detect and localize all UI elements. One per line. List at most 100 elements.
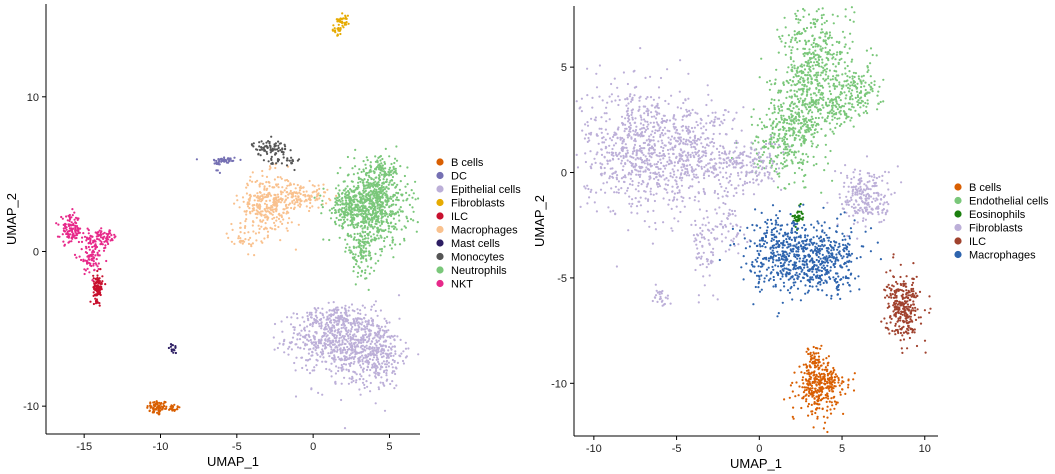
data-point	[380, 222, 383, 225]
data-point	[782, 153, 785, 156]
data-point	[348, 314, 351, 317]
data-point	[803, 120, 806, 123]
data-point	[780, 105, 783, 108]
data-point	[368, 337, 371, 341]
data-point	[223, 156, 226, 159]
data-point	[660, 161, 663, 165]
data-point	[827, 397, 830, 400]
data-point	[290, 348, 293, 351]
data-point	[379, 168, 382, 171]
y-tick-label: 0	[33, 246, 39, 258]
data-point	[102, 249, 106, 252]
data-point	[337, 315, 340, 318]
data-point	[794, 39, 797, 42]
data-point	[289, 149, 292, 152]
data-point	[354, 355, 357, 358]
data-point	[343, 335, 346, 338]
data-point	[821, 92, 825, 95]
data-point	[828, 85, 831, 88]
data-point	[337, 366, 340, 369]
data-point	[396, 183, 399, 186]
data-point	[328, 209, 331, 212]
data-point	[805, 365, 809, 368]
data-point	[806, 88, 809, 91]
data-point	[812, 67, 815, 70]
data-point	[771, 127, 774, 131]
data-point	[805, 26, 809, 30]
data-point	[316, 189, 319, 192]
data-point	[807, 402, 811, 406]
data-point	[379, 224, 382, 227]
data-point	[70, 216, 73, 219]
data-point	[831, 43, 834, 47]
data-point	[581, 129, 584, 132]
data-point	[292, 207, 296, 211]
data-point	[857, 75, 860, 78]
data-point	[392, 166, 395, 169]
data-point	[266, 152, 269, 155]
data-point	[791, 36, 794, 39]
data-point	[354, 335, 358, 338]
data-point	[102, 232, 105, 235]
data-point	[778, 121, 782, 124]
data-point	[83, 272, 86, 276]
data-point	[317, 391, 320, 394]
data-point	[397, 211, 400, 214]
series-fibroblasts	[331, 12, 350, 37]
data-point	[851, 84, 854, 87]
data-point	[293, 203, 296, 206]
data-point	[71, 236, 74, 239]
data-point	[98, 281, 101, 284]
data-point	[794, 395, 797, 398]
data-point	[350, 216, 353, 219]
data-point	[341, 339, 344, 342]
data-point	[239, 237, 242, 240]
legend-label: Epithelial cells	[451, 184, 521, 196]
data-point	[829, 92, 833, 96]
data-point	[799, 97, 802, 100]
data-point	[381, 194, 384, 197]
data-point	[282, 218, 285, 221]
data-point	[617, 95, 620, 98]
data-point	[593, 201, 596, 204]
data-point	[252, 207, 255, 210]
data-point	[830, 376, 834, 379]
data-point	[384, 214, 387, 217]
data-point	[249, 212, 252, 215]
data-point	[820, 393, 823, 396]
data-point	[792, 76, 795, 79]
data-point	[215, 169, 218, 172]
data-point	[761, 127, 764, 130]
data-point	[258, 148, 262, 152]
data-point	[782, 114, 785, 117]
data-point	[631, 202, 634, 205]
data-point	[277, 195, 280, 199]
data-point	[67, 223, 70, 226]
data-point	[293, 328, 296, 331]
data-point	[656, 185, 660, 188]
data-point	[378, 363, 381, 366]
data-point	[802, 47, 805, 50]
data-point	[347, 224, 350, 227]
data-point	[850, 81, 853, 84]
data-point	[783, 45, 787, 48]
data-point	[809, 352, 812, 356]
data-point	[346, 14, 349, 17]
data-point	[295, 343, 298, 346]
data-point	[399, 206, 402, 209]
data-point	[96, 287, 99, 290]
data-point	[344, 238, 347, 241]
data-point	[104, 244, 107, 247]
data-point	[831, 13, 834, 16]
data-point	[814, 116, 818, 120]
data-point	[242, 239, 245, 242]
data-point	[820, 344, 823, 347]
data-point	[388, 155, 391, 158]
data-point	[818, 390, 821, 393]
data-point	[275, 216, 278, 219]
data-point	[608, 95, 611, 98]
data-point	[63, 230, 66, 233]
data-point	[363, 306, 366, 309]
data-point	[277, 144, 280, 147]
data-point	[374, 372, 377, 375]
